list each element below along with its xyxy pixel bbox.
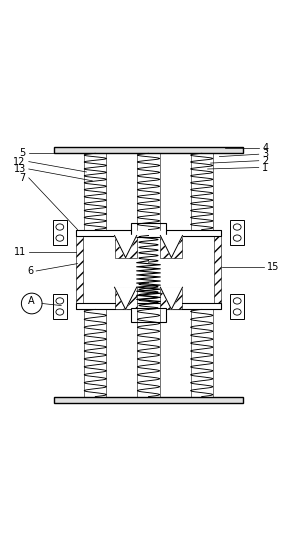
Text: 4: 4 [262,143,268,153]
Polygon shape [115,236,137,258]
Bar [230,220,244,245]
Ellipse shape [233,235,241,241]
Polygon shape [115,287,137,309]
Bar [54,147,243,153]
Bar [214,230,221,309]
Bar [76,230,83,309]
Bar [230,294,244,319]
Bar [76,303,221,309]
Ellipse shape [56,309,64,315]
Ellipse shape [56,298,64,304]
Bar [54,397,243,403]
Ellipse shape [233,298,241,304]
Bar [160,287,182,309]
Polygon shape [160,236,182,258]
Bar [76,230,221,236]
Text: 13: 13 [14,164,26,174]
Bar [131,308,166,322]
Text: 1: 1 [262,163,268,172]
Bar [115,236,137,258]
Ellipse shape [56,224,64,230]
Bar [131,223,166,237]
Text: 12: 12 [13,157,26,167]
Text: 5: 5 [20,148,26,158]
Text: 6: 6 [27,266,33,276]
Text: 15: 15 [267,261,279,272]
Text: 11: 11 [14,247,26,257]
Ellipse shape [233,224,241,230]
Text: 2: 2 [262,156,268,165]
Ellipse shape [56,235,64,241]
Text: A: A [29,295,35,306]
Ellipse shape [233,309,241,315]
Bar [53,294,67,319]
Text: 3: 3 [262,149,268,159]
Text: 7: 7 [20,173,26,183]
Bar [115,287,137,309]
Bar [53,220,67,245]
Bar [160,236,182,258]
Polygon shape [160,287,182,309]
